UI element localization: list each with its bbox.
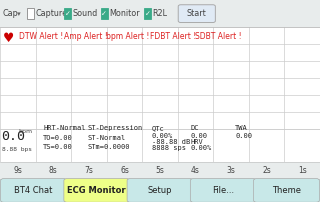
- Text: STm=0.0000: STm=0.0000: [88, 144, 131, 150]
- Text: 3s: 3s: [227, 166, 236, 175]
- Bar: [0, 129, 320, 162]
- Text: ECG Monitor: ECG Monitor: [68, 186, 126, 195]
- Text: Setup: Setup: [148, 186, 172, 195]
- Text: -88.88 dB: -88.88 dB: [152, 140, 190, 145]
- Text: ST-Depression: ST-Depression: [88, 125, 143, 132]
- Text: ✓: ✓: [65, 11, 70, 17]
- Text: DTW Alert !: DTW Alert !: [19, 32, 63, 41]
- Text: Sound: Sound: [73, 9, 98, 18]
- Text: QTc: QTc: [152, 125, 165, 132]
- Text: HRT-Normal: HRT-Normal: [43, 125, 86, 132]
- Text: Amp Alert !: Amp Alert !: [64, 32, 108, 41]
- Text: R2L: R2L: [153, 9, 168, 18]
- Text: 8888 sps: 8888 sps: [152, 145, 186, 151]
- Text: 1s: 1s: [298, 166, 307, 175]
- FancyBboxPatch shape: [190, 179, 256, 202]
- Text: ▾: ▾: [17, 11, 20, 17]
- Bar: [0, 162, 320, 179]
- Text: 9s: 9s: [13, 166, 22, 175]
- Bar: [0, 179, 320, 202]
- Bar: [0, 27, 320, 129]
- Text: 0.00: 0.00: [190, 133, 207, 139]
- Text: SDBT Alert !: SDBT Alert !: [195, 32, 242, 41]
- Text: bpm Alert !: bpm Alert !: [106, 32, 149, 41]
- Text: 7s: 7s: [84, 166, 93, 175]
- Bar: [64, 8, 71, 19]
- FancyBboxPatch shape: [253, 179, 319, 202]
- Text: TO=0.00: TO=0.00: [43, 135, 73, 141]
- Text: 2s: 2s: [262, 166, 271, 175]
- Text: 0.0: 0.0: [2, 130, 26, 143]
- Bar: [0, 0, 320, 27]
- Text: 6s: 6s: [120, 166, 129, 175]
- Text: ✓: ✓: [101, 11, 107, 17]
- Text: 0.00: 0.00: [235, 133, 252, 139]
- FancyBboxPatch shape: [178, 5, 215, 22]
- Text: File...: File...: [212, 186, 234, 195]
- Text: 0.00%: 0.00%: [190, 145, 212, 151]
- Text: Theme: Theme: [272, 186, 301, 195]
- FancyBboxPatch shape: [127, 179, 193, 202]
- Bar: [27, 8, 34, 19]
- Text: 8.88 bps: 8.88 bps: [2, 147, 32, 152]
- Text: FDBT Alert !: FDBT Alert !: [150, 32, 197, 41]
- FancyBboxPatch shape: [64, 179, 130, 202]
- Text: 5s: 5s: [156, 166, 164, 175]
- Text: Monitor: Monitor: [109, 9, 140, 18]
- Text: TS=0.00: TS=0.00: [43, 144, 73, 150]
- Bar: [101, 8, 108, 19]
- Text: 8s: 8s: [49, 166, 58, 175]
- Text: Capture: Capture: [36, 9, 68, 18]
- Text: ST-Normal: ST-Normal: [88, 135, 126, 141]
- Text: Start: Start: [187, 9, 207, 18]
- Text: TWA: TWA: [235, 125, 248, 132]
- Text: HRV: HRV: [190, 140, 203, 145]
- Text: 4s: 4s: [191, 166, 200, 175]
- Text: 0.00%: 0.00%: [152, 133, 173, 139]
- Text: BT4 Chat: BT4 Chat: [14, 186, 53, 195]
- Text: bpm: bpm: [19, 129, 33, 135]
- Text: DC: DC: [190, 125, 199, 132]
- Bar: [144, 8, 151, 19]
- FancyBboxPatch shape: [1, 179, 67, 202]
- Text: ✓: ✓: [145, 11, 150, 17]
- Text: Cap: Cap: [3, 9, 18, 18]
- Text: ♥: ♥: [3, 32, 14, 45]
